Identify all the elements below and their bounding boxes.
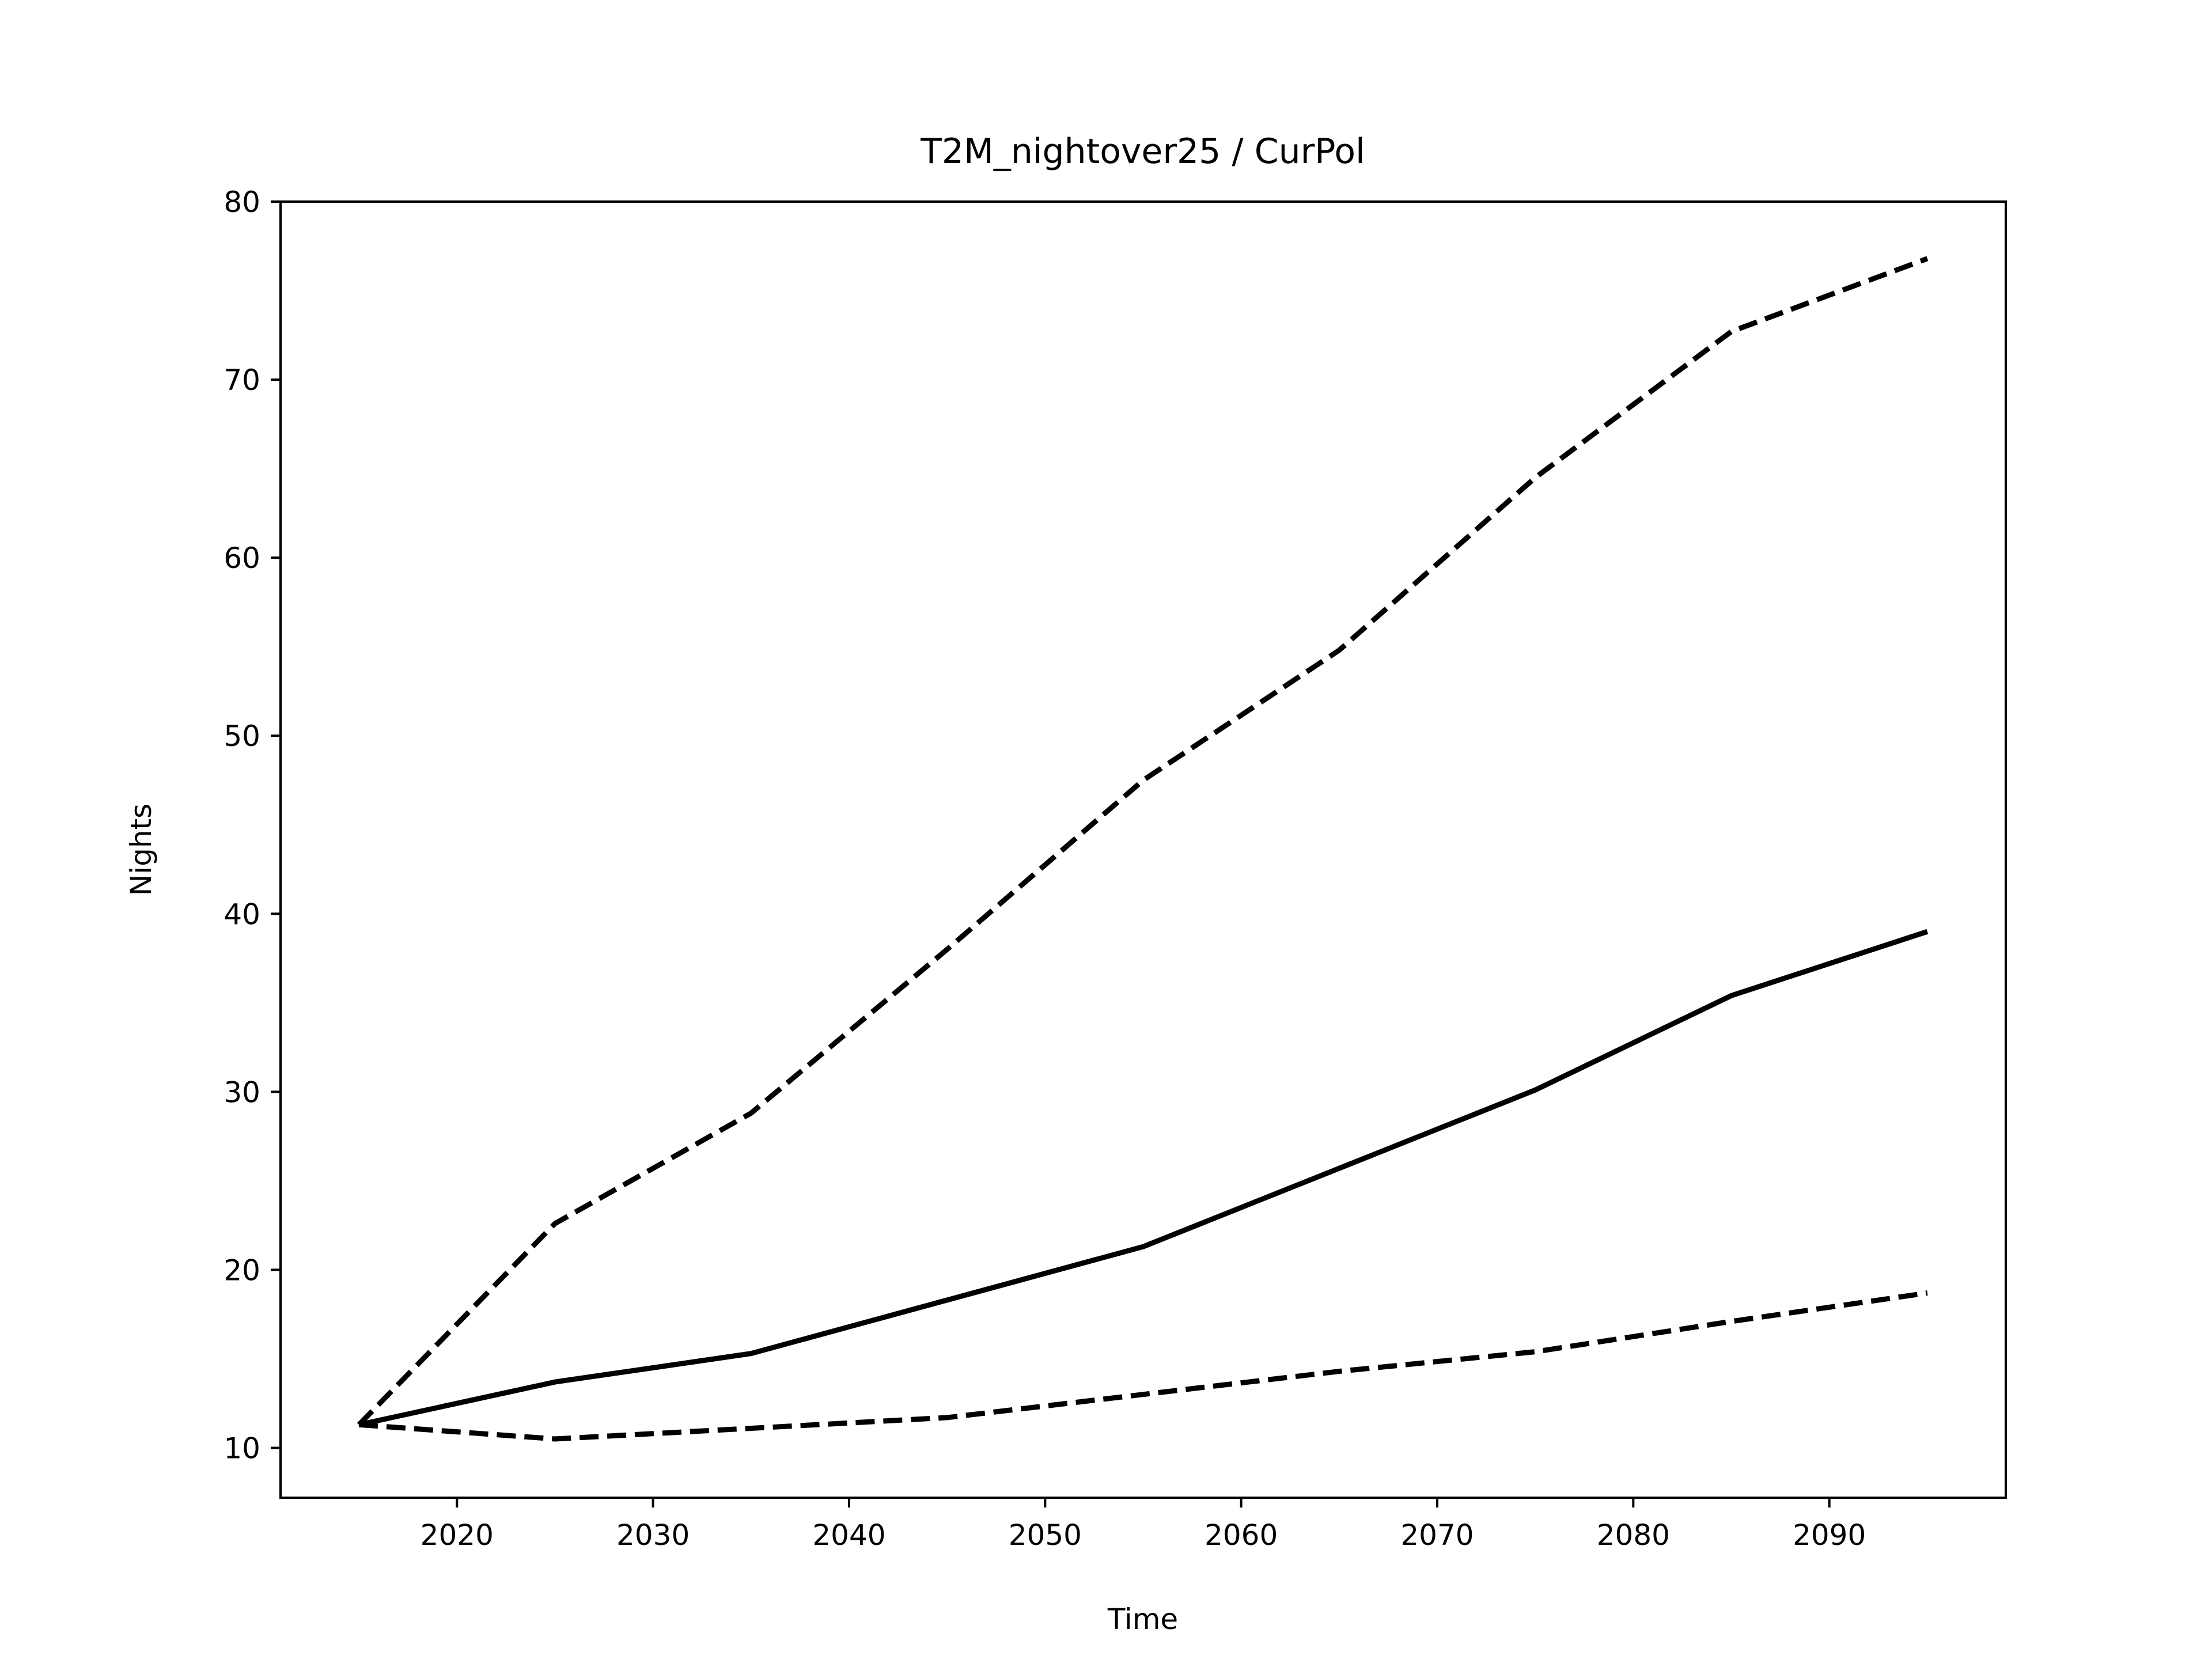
series-line-median	[358, 929, 1929, 1427]
axis-ticks: 2020 2030 2040 2050 2060 2070 2080 209010203040…	[224, 185, 1866, 1552]
x-tick-label: 2070	[1400, 1518, 1474, 1552]
x-tick-label: 2090	[1793, 1518, 1866, 1552]
x-tick-label: 2040	[812, 1518, 885, 1552]
y-tick-label: 20	[224, 1253, 260, 1287]
x-tick-label: 2060	[1205, 1518, 1278, 1552]
y-tick-label: 10	[224, 1431, 260, 1465]
series-line-lower-dashed	[358, 1290, 1928, 1442]
plot-frame	[279, 200, 2007, 1499]
plot-marks	[357, 256, 1929, 1442]
y-tick-label: 40	[224, 897, 260, 931]
x-axis-label: Time	[1107, 1603, 1178, 1636]
y-tick-label: 80	[224, 185, 260, 219]
x-tick-label: 2080	[1597, 1518, 1670, 1552]
y-tick-label: 50	[224, 719, 260, 753]
chart-title: T2M_nightover25 / CurPol	[920, 131, 1365, 172]
x-tick-label: 2020	[421, 1518, 494, 1552]
y-axis-label: Nights	[124, 804, 158, 896]
y-tick-label: 30	[224, 1075, 260, 1109]
x-tick-label: 2030	[616, 1518, 690, 1552]
y-tick-label: 60	[224, 541, 260, 575]
x-tick-label: 2050	[1009, 1518, 1082, 1552]
y-tick-label: 70	[224, 363, 260, 397]
